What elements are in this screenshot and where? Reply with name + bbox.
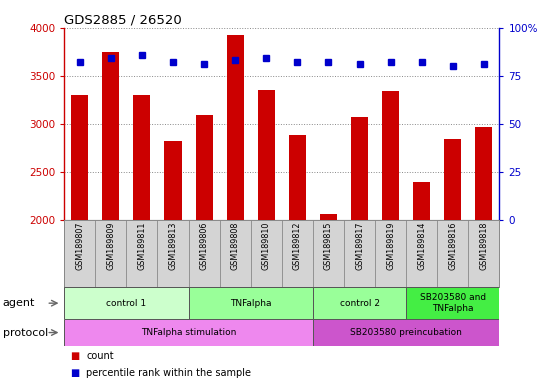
Bar: [102, 52, 119, 220]
Bar: [320, 214, 337, 220]
Bar: [413, 182, 430, 220]
Bar: [406, 287, 499, 319]
Bar: [189, 287, 313, 319]
Text: SB203580 preincubation: SB203580 preincubation: [350, 328, 462, 337]
Bar: [71, 95, 88, 220]
Text: control 1: control 1: [106, 299, 146, 308]
Text: GSM189814: GSM189814: [417, 222, 426, 270]
Text: GDS2885 / 26520: GDS2885 / 26520: [64, 13, 182, 26]
Bar: [133, 95, 151, 220]
Bar: [382, 91, 399, 220]
Bar: [351, 117, 368, 220]
Text: GSM189810: GSM189810: [262, 222, 271, 270]
Text: GSM189813: GSM189813: [169, 222, 177, 270]
Text: GSM189809: GSM189809: [107, 222, 116, 270]
Text: percentile rank within the sample: percentile rank within the sample: [86, 368, 252, 378]
Text: GSM189815: GSM189815: [324, 222, 333, 270]
Text: GSM189806: GSM189806: [200, 222, 209, 270]
Text: TNFalpha: TNFalpha: [230, 299, 271, 308]
Text: GSM189818: GSM189818: [479, 222, 488, 270]
Bar: [313, 319, 499, 346]
Text: count: count: [86, 351, 114, 361]
Text: GSM189811: GSM189811: [137, 222, 146, 270]
Bar: [195, 115, 213, 220]
Bar: [289, 135, 306, 220]
Text: GSM189808: GSM189808: [230, 222, 239, 270]
Text: ■: ■: [70, 351, 79, 361]
Bar: [227, 35, 244, 220]
Bar: [475, 127, 492, 220]
Text: GSM189812: GSM189812: [293, 222, 302, 270]
Text: control 2: control 2: [339, 299, 379, 308]
Bar: [165, 141, 181, 220]
Text: GSM189816: GSM189816: [448, 222, 457, 270]
Text: SB203580 and
TNFalpha: SB203580 and TNFalpha: [420, 293, 486, 313]
Text: TNFalpha stimulation: TNFalpha stimulation: [141, 328, 236, 337]
Text: agent: agent: [3, 298, 35, 308]
Text: ■: ■: [70, 368, 79, 378]
Text: GSM189819: GSM189819: [386, 222, 395, 270]
Bar: [444, 139, 461, 220]
Bar: [258, 90, 275, 220]
Bar: [64, 319, 313, 346]
Text: protocol: protocol: [3, 328, 48, 338]
Text: GSM189807: GSM189807: [75, 222, 84, 270]
Text: GSM189817: GSM189817: [355, 222, 364, 270]
Bar: [313, 287, 406, 319]
Bar: [64, 287, 189, 319]
